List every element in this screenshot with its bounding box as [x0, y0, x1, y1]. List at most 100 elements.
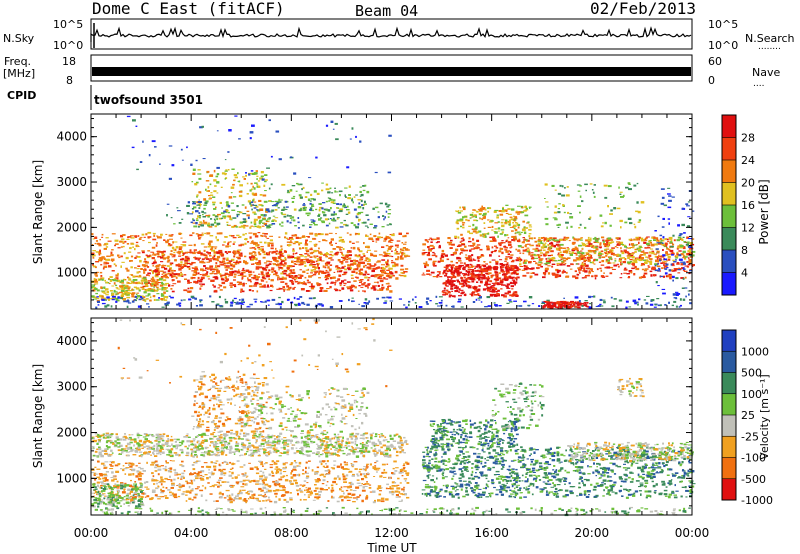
echo-cell — [162, 271, 167, 273]
echo-cell — [597, 241, 600, 244]
echo-cell — [297, 282, 301, 284]
echo-cell — [471, 280, 475, 283]
echo-cell — [230, 286, 233, 288]
echo-cell — [233, 179, 235, 182]
echo-cell — [126, 243, 130, 245]
echo-cell — [664, 265, 668, 268]
echo-cell — [184, 260, 189, 262]
echo-cell — [606, 245, 609, 248]
echo-cell — [527, 239, 530, 242]
echo-cell — [512, 226, 514, 228]
echo-cell — [182, 252, 186, 254]
echo-cell — [168, 243, 171, 246]
echo-cell — [424, 265, 427, 267]
echo-cell — [580, 250, 583, 252]
echo-cell — [525, 259, 528, 262]
echo-cell — [334, 288, 338, 292]
echo-cell — [261, 248, 264, 251]
echo-cell — [475, 231, 479, 234]
echo-cell — [570, 303, 573, 306]
echo-cell — [271, 298, 276, 301]
echo-cell — [329, 306, 334, 309]
echo-cell — [207, 186, 210, 189]
echo-cell — [151, 434, 154, 436]
echo-cell — [384, 216, 386, 219]
echo-cell — [484, 269, 489, 272]
echo-cell — [238, 180, 241, 183]
echo-cell — [432, 260, 437, 263]
echo-cell — [657, 262, 660, 264]
echo-cell — [274, 258, 277, 261]
echo-cell — [166, 214, 168, 217]
echo-cell — [475, 298, 478, 301]
echo-cell — [394, 252, 397, 255]
echo-cell — [259, 177, 263, 180]
echo-cell — [357, 212, 361, 215]
echo-cell — [500, 288, 503, 290]
echo-cell — [649, 240, 652, 242]
echo-cell — [374, 225, 378, 227]
echo-cell — [510, 265, 513, 268]
echo-cell — [178, 251, 181, 254]
echo-cell — [169, 267, 172, 270]
echo-cell — [161, 306, 165, 308]
echo-cell — [167, 256, 170, 260]
echo-cell — [156, 299, 160, 301]
echo-cell — [291, 277, 295, 280]
echo-cell — [632, 259, 636, 262]
echo-cell — [340, 239, 344, 242]
echo-cell — [480, 268, 483, 271]
echo-cell — [523, 300, 527, 303]
echo-cell — [327, 262, 330, 265]
echo-cell — [406, 249, 410, 251]
echo-cell — [486, 286, 490, 290]
echo-cell — [655, 237, 659, 239]
echo-cell — [496, 284, 501, 286]
echo-cell — [576, 259, 579, 261]
echo-cell — [289, 217, 292, 219]
echo-cell — [426, 297, 430, 300]
echo-cell — [487, 267, 490, 270]
echo-cell — [171, 290, 175, 293]
echo-cell — [249, 131, 254, 134]
echo-cell — [422, 272, 425, 274]
echo-cell — [237, 251, 241, 254]
echo-cell — [594, 240, 599, 243]
echo-cell — [619, 219, 623, 223]
echo-cell — [391, 255, 394, 258]
echo-cell — [263, 269, 265, 271]
echo-cell — [161, 253, 165, 255]
echo-cell — [449, 265, 453, 267]
echo-cell — [115, 299, 120, 302]
echo-cell — [259, 194, 263, 196]
echo-cell — [251, 208, 253, 211]
echo-cell — [125, 293, 128, 296]
echo-cell — [304, 276, 307, 279]
echo-cell — [169, 449, 172, 452]
echo-cell — [312, 269, 316, 271]
echo-cell — [682, 247, 686, 250]
echo-cell — [227, 275, 230, 277]
echo-cell — [562, 204, 565, 207]
echo-cell — [578, 302, 583, 305]
echo-cell — [675, 291, 679, 293]
echo-cell — [327, 266, 330, 269]
echo-cell — [573, 304, 576, 306]
echo-cell — [161, 265, 164, 267]
echo-cell — [375, 238, 380, 241]
echo-cell — [401, 253, 404, 256]
echo-cell — [114, 244, 116, 247]
echo-cell — [561, 261, 565, 264]
echo-cell — [597, 305, 601, 307]
echo-cell — [558, 256, 563, 258]
echo-cell — [258, 222, 261, 225]
echo-cell — [105, 262, 110, 265]
echo-cell — [484, 306, 488, 308]
echo-cell — [483, 269, 488, 271]
echo-cell — [387, 216, 390, 218]
echo-cell — [469, 266, 474, 268]
echo-cell — [131, 274, 134, 276]
echo-cell — [212, 214, 216, 216]
echo-cell — [523, 231, 527, 234]
echo-cell — [210, 279, 214, 282]
